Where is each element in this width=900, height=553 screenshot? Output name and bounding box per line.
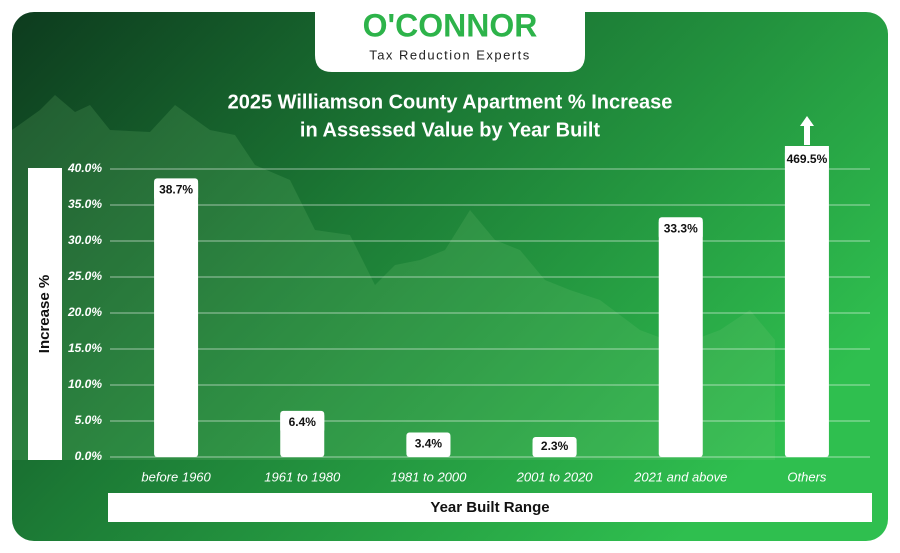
- x-tick-label: 2001 to 2020: [516, 469, 594, 484]
- data-label: 3.4%: [415, 437, 443, 451]
- y-tick-label: 35.0%: [68, 197, 102, 211]
- y-axis-label: Increase %: [36, 275, 53, 353]
- bar: [658, 217, 703, 457]
- y-label-box: [28, 168, 62, 460]
- bar: [154, 178, 199, 458]
- x-tick-label: 2021 and above: [633, 469, 727, 484]
- x-tick-label: Others: [787, 469, 827, 484]
- data-label-box: [406, 434, 451, 455]
- x-tick-label: before 1960: [141, 469, 211, 484]
- data-label-box: [658, 219, 703, 240]
- x-tick-label: 1981 to 2000: [390, 469, 467, 484]
- y-tick-label: 40.0%: [67, 161, 102, 175]
- y-tick-label: 10.0%: [68, 377, 102, 391]
- y-tick-label: 30.0%: [68, 233, 102, 247]
- chart-subtitle: in Assessed Value by Year Built: [300, 119, 600, 141]
- bar: [784, 146, 829, 457]
- y-tick-label: 20.0%: [67, 305, 102, 319]
- brand-tagline: Tax Reduction Experts: [369, 47, 531, 62]
- x-axis-label: Year Built Range: [430, 499, 549, 516]
- data-label-box: [532, 437, 577, 457]
- data-label: 33.3%: [664, 221, 698, 235]
- data-label-box: [280, 412, 325, 433]
- overflow-arrow: [800, 116, 814, 145]
- y-tick-label: 25.0%: [67, 269, 102, 283]
- data-label: 38.7%: [159, 183, 193, 197]
- x-tick-label: 1961 to 1980: [264, 469, 341, 484]
- data-label: 6.4%: [289, 415, 317, 429]
- x-label-box: [108, 493, 872, 522]
- y-tick-label: 15.0%: [68, 341, 102, 355]
- data-label: 2.3%: [541, 439, 569, 453]
- logo-tab: [315, 0, 585, 72]
- chart-title: 2025 Williamson County Apartment % Incre…: [228, 91, 673, 113]
- brand-name: O'CONNOR: [363, 7, 538, 43]
- y-tick-label: 5.0%: [75, 413, 103, 427]
- data-label-box: [154, 180, 199, 201]
- data-label: 469.5%: [787, 152, 828, 166]
- y-tick-label: 0.0%: [75, 449, 103, 463]
- data-label-box: [784, 150, 829, 170]
